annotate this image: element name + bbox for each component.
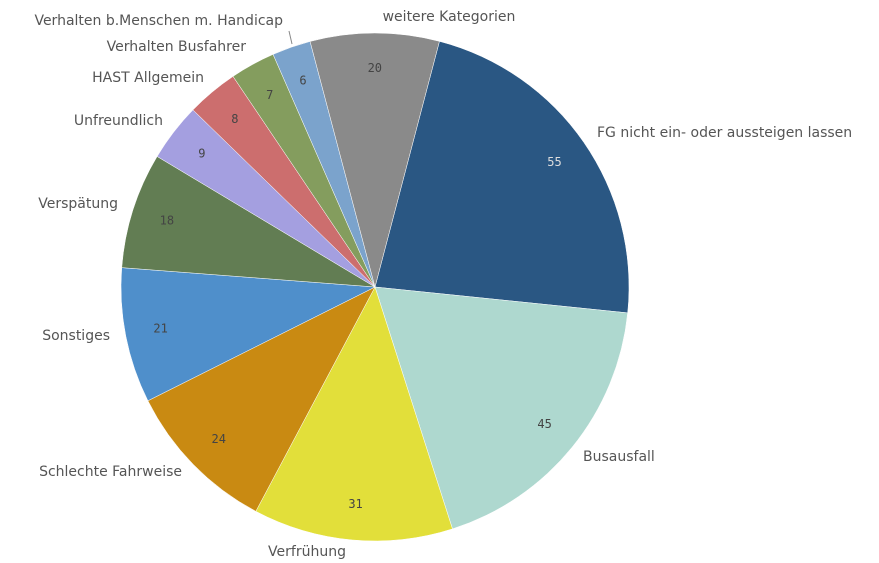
category-label: FG nicht ein- oder aussteigen lassen	[597, 125, 852, 141]
pie-slice	[374, 41, 630, 314]
value-label: 55	[547, 155, 561, 169]
category-label: Schlechte Fahrweise	[39, 464, 182, 480]
category-label: Unfreundlich	[74, 113, 163, 129]
value-label: 21	[153, 322, 167, 336]
category-label: weitere Kategorien	[383, 9, 516, 25]
value-label: 6	[299, 73, 306, 87]
category-label: Sonstiges	[42, 328, 110, 344]
value-label: 24	[211, 432, 225, 446]
pie-slice	[121, 156, 376, 288]
value-label: 45	[537, 417, 551, 431]
category-label: HAST Allgemein	[92, 70, 204, 86]
category-label: Verhalten b.Menschen m. Handicap	[34, 13, 283, 29]
leader-line	[288, 30, 293, 45]
pie-slice	[309, 32, 440, 288]
value-label: 31	[348, 497, 362, 511]
category-label: Verspätung	[38, 196, 118, 212]
pie-slice	[120, 267, 376, 402]
pie-slice	[374, 286, 628, 530]
category-label: Verfrühung	[268, 544, 346, 560]
category-label: Verhalten Busfahrer	[107, 39, 247, 55]
pie-slice	[255, 286, 453, 542]
value-label: 9	[198, 146, 205, 160]
value-label: 20	[368, 61, 382, 75]
value-label: 18	[160, 213, 174, 227]
value-label: 7	[266, 88, 273, 102]
value-label: 8	[231, 112, 238, 126]
category-label: Busausfall	[583, 449, 655, 465]
pie-slice	[147, 286, 376, 512]
